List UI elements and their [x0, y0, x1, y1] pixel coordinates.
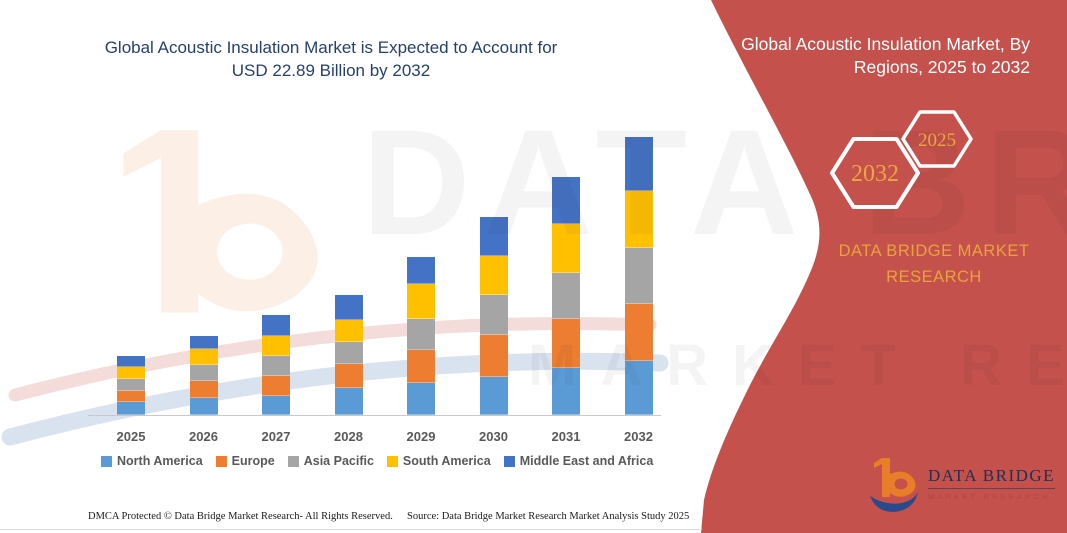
bar-segment: [407, 382, 435, 415]
x-axis-tick-label: 2026: [189, 429, 218, 444]
bar-segment: [189, 348, 218, 366]
stacked-bar-2031: [552, 176, 580, 415]
bar-segment: [479, 295, 508, 336]
bar-segment: [624, 303, 653, 361]
bar-segment: [117, 355, 145, 367]
legend-label: Europe: [231, 454, 275, 468]
bar-segment: [334, 320, 363, 342]
bar-segment: [552, 272, 580, 320]
bar-segment: [407, 284, 435, 320]
bottom-divider: [0, 529, 702, 530]
source-text: Source: Data Bridge Market Research Mark…: [407, 511, 690, 522]
bar-segment: [334, 295, 363, 321]
panel-title-line1: Global Acoustic Insulation Market, By: [741, 34, 1030, 54]
x-axis-tick-label: 2029: [406, 429, 436, 444]
stacked-bar-2032: [624, 137, 653, 415]
logo-title: DATA BRIDGE: [928, 466, 1056, 489]
bar-segment: [552, 319, 580, 368]
chart-legend: North America Europe Asia Pacific South Ame…: [101, 454, 653, 468]
bar-segment: [552, 176, 580, 225]
bar-segment: [189, 335, 218, 349]
panel-brand-line1: DATA BRIDGE MARKET: [838, 242, 1030, 260]
bar-segment: [479, 216, 508, 256]
legend-item: Middle East and Africa: [503, 454, 654, 468]
hexagon-2032-label: 2032: [851, 161, 899, 187]
bar-segment: [262, 336, 290, 357]
x-axis-tick-label: 2031: [551, 429, 581, 444]
x-axis-tick-label: 2028: [334, 429, 363, 444]
stacked-bar-2027: [262, 315, 290, 415]
bar-segment: [189, 381, 218, 398]
panel-brand-line2: RESEARCH: [886, 268, 982, 286]
x-axis-tick-label: 2030: [479, 429, 508, 444]
panel-title-line2: Regions, 2025 to 2032: [853, 57, 1030, 77]
legend-swatch-icon: [503, 455, 515, 467]
logo-b-icon: [870, 458, 918, 512]
legend-swatch-icon: [386, 455, 398, 467]
x-axis-tick-label: 2027: [261, 429, 291, 444]
logo-words: DATA BRIDGE MARKET RESEARCH: [928, 452, 1056, 501]
data-bridge-logo: DATA BRIDGE MARKET RESEARCH: [868, 452, 1056, 514]
chart-title-line1: Global Acoustic Insulation Market is Exp…: [104, 38, 558, 57]
legend-label: Asia Pacific: [303, 454, 374, 468]
bar-segment: [117, 390, 145, 403]
legend-swatch-icon: [101, 455, 112, 467]
legend-item: South America: [386, 454, 491, 468]
bar-segment: [334, 387, 363, 415]
copyright-text: DMCA Protected © Data Bridge Market Rese…: [88, 511, 393, 522]
bar-segment: [624, 360, 653, 415]
panel-title: Global Acoustic Insulation Market, By Re…: [712, 33, 1030, 79]
bar-segment: [189, 398, 218, 415]
bar-segment: [407, 349, 435, 383]
bar-segment: [117, 402, 145, 415]
bar-segment: [479, 335, 508, 378]
bar-segment: [334, 341, 363, 364]
x-axis-tick-label: 2032: [624, 429, 653, 444]
bar-segment: [117, 366, 145, 380]
stacked-bar-2026: [189, 335, 218, 415]
bar-segment: [262, 356, 290, 377]
chart-title-line2: USD 22.89 Billion by 2032: [231, 61, 431, 80]
bar-segment: [407, 319, 435, 350]
legend-label: Middle East and Africa: [519, 454, 654, 468]
legend-item: Europe: [215, 454, 275, 468]
bar-segment: [624, 247, 653, 304]
panel-brand-text: DATA BRIDGE MARKET RESEARCH: [807, 238, 1061, 290]
bar-segment: [334, 363, 363, 388]
stacked-bar-2028: [334, 295, 363, 415]
bar-segment: [407, 256, 435, 285]
bar-segment: [117, 379, 145, 391]
stacked-bar-2030: [479, 216, 508, 415]
bar-segment: [262, 315, 290, 337]
hexagon-2025-label: 2025: [918, 130, 956, 151]
x-axis-tick-label: 2025: [116, 429, 146, 444]
bar-segment: [552, 224, 580, 273]
legend-swatch-icon: [287, 455, 299, 467]
legend-label: North America: [117, 454, 203, 468]
x-axis-line: [88, 415, 661, 416]
bar-segment: [624, 137, 653, 192]
logo-subtitle: MARKET RESEARCH: [928, 492, 1051, 501]
chart-title: Global Acoustic Insulation Market is Exp…: [61, 36, 601, 82]
logo-b-watermark: [123, 130, 318, 313]
bar-segment: [189, 365, 218, 381]
year-hexagons: 2032 2025: [830, 110, 973, 209]
legend-item: Asia Pacific: [287, 454, 374, 468]
bar-segment: [552, 367, 580, 415]
bar-segment: [479, 377, 508, 415]
legend-item: North America: [101, 454, 203, 468]
bar-segment: [262, 395, 290, 415]
bar-segment: [262, 376, 290, 396]
hexagon-2025: [901, 110, 973, 168]
hexagon-2032: [830, 137, 920, 209]
bar-segment: [624, 191, 653, 248]
bar-segment: [479, 255, 508, 296]
stacked-bar-2025: [117, 355, 145, 415]
legend-label: South America: [402, 454, 491, 468]
legend-swatch-icon: [215, 455, 227, 467]
stacked-bar-2029: [407, 256, 435, 415]
